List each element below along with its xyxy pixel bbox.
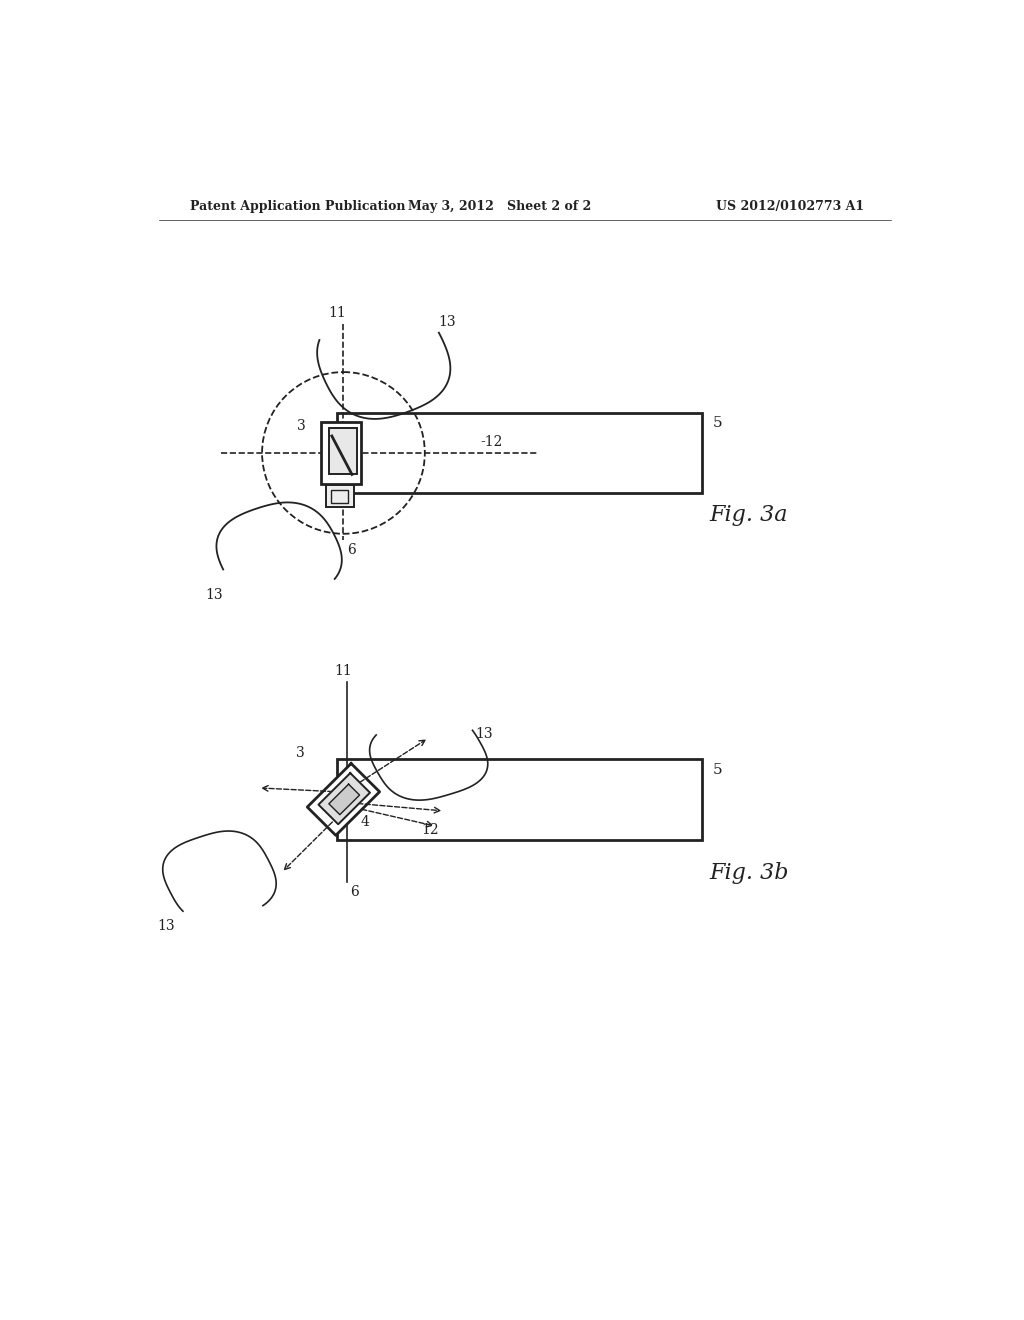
Bar [337,759,701,840]
Text: 6: 6 [350,884,359,899]
Bar [337,412,701,494]
Text: 3: 3 [297,418,305,433]
Text: 12: 12 [421,824,438,837]
Text: 4: 4 [350,470,359,484]
Text: 5: 5 [713,763,723,777]
Text: -12: -12 [480,436,503,449]
Text: 11: 11 [335,664,352,678]
Text: 4: 4 [360,814,370,829]
Text: 13: 13 [158,920,175,933]
Text: Fig. 3a: Fig. 3a [710,503,787,525]
Bar [331,490,348,503]
Text: US 2012/0102773 A1: US 2012/0102773 A1 [716,199,864,213]
Bar [326,486,353,507]
Text: 11: 11 [329,306,346,321]
Bar [329,428,356,474]
Text: 13: 13 [438,315,456,329]
Text: Patent Application Publication: Patent Application Publication [190,199,406,213]
Text: Fig. 3b: Fig. 3b [710,862,788,883]
Polygon shape [318,774,370,824]
Bar [321,422,361,483]
Text: 5: 5 [713,416,723,430]
Text: 13: 13 [475,727,493,741]
Text: May 3, 2012   Sheet 2 of 2: May 3, 2012 Sheet 2 of 2 [409,199,592,213]
Polygon shape [307,763,380,836]
Text: 3: 3 [296,746,305,760]
Text: 13: 13 [206,589,223,602]
Text: 6: 6 [347,544,356,557]
Polygon shape [329,784,359,814]
